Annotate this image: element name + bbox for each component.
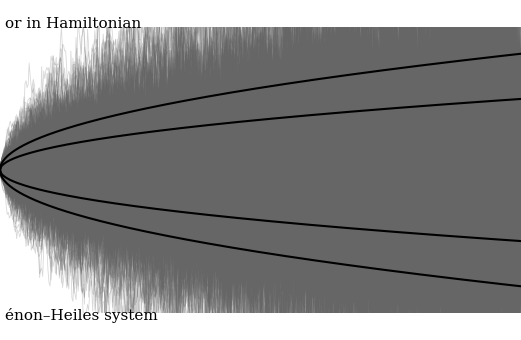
Text: énon–Heiles system: énon–Heiles system [5, 308, 158, 323]
Text: or in Hamiltonian: or in Hamiltonian [5, 17, 142, 31]
